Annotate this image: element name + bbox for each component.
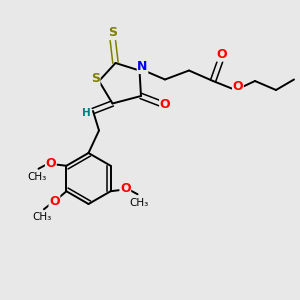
- Text: S: S: [108, 26, 117, 40]
- Text: S: S: [91, 72, 100, 85]
- Text: CH₃: CH₃: [130, 198, 149, 208]
- Text: O: O: [160, 98, 170, 112]
- Text: N: N: [137, 60, 148, 74]
- Text: O: O: [217, 48, 227, 61]
- Text: O: O: [120, 182, 130, 195]
- Text: H: H: [82, 108, 91, 118]
- Text: CH₃: CH₃: [33, 212, 52, 222]
- Text: O: O: [49, 195, 60, 208]
- Text: O: O: [46, 157, 56, 169]
- Text: O: O: [232, 80, 243, 94]
- Text: CH₃: CH₃: [27, 172, 46, 182]
